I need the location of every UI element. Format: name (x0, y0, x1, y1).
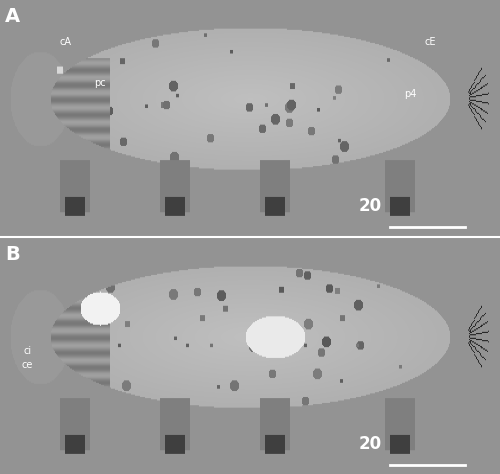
Text: 20: 20 (358, 435, 382, 453)
Text: cA: cA (59, 37, 71, 47)
Text: ce: ce (22, 360, 33, 370)
Text: pc: pc (94, 78, 106, 88)
Text: p4: p4 (404, 90, 416, 100)
Text: 20: 20 (358, 197, 382, 215)
Text: cE: cE (424, 37, 436, 47)
Text: ci: ci (24, 346, 32, 356)
Text: A: A (5, 7, 20, 26)
Text: B: B (5, 245, 20, 264)
